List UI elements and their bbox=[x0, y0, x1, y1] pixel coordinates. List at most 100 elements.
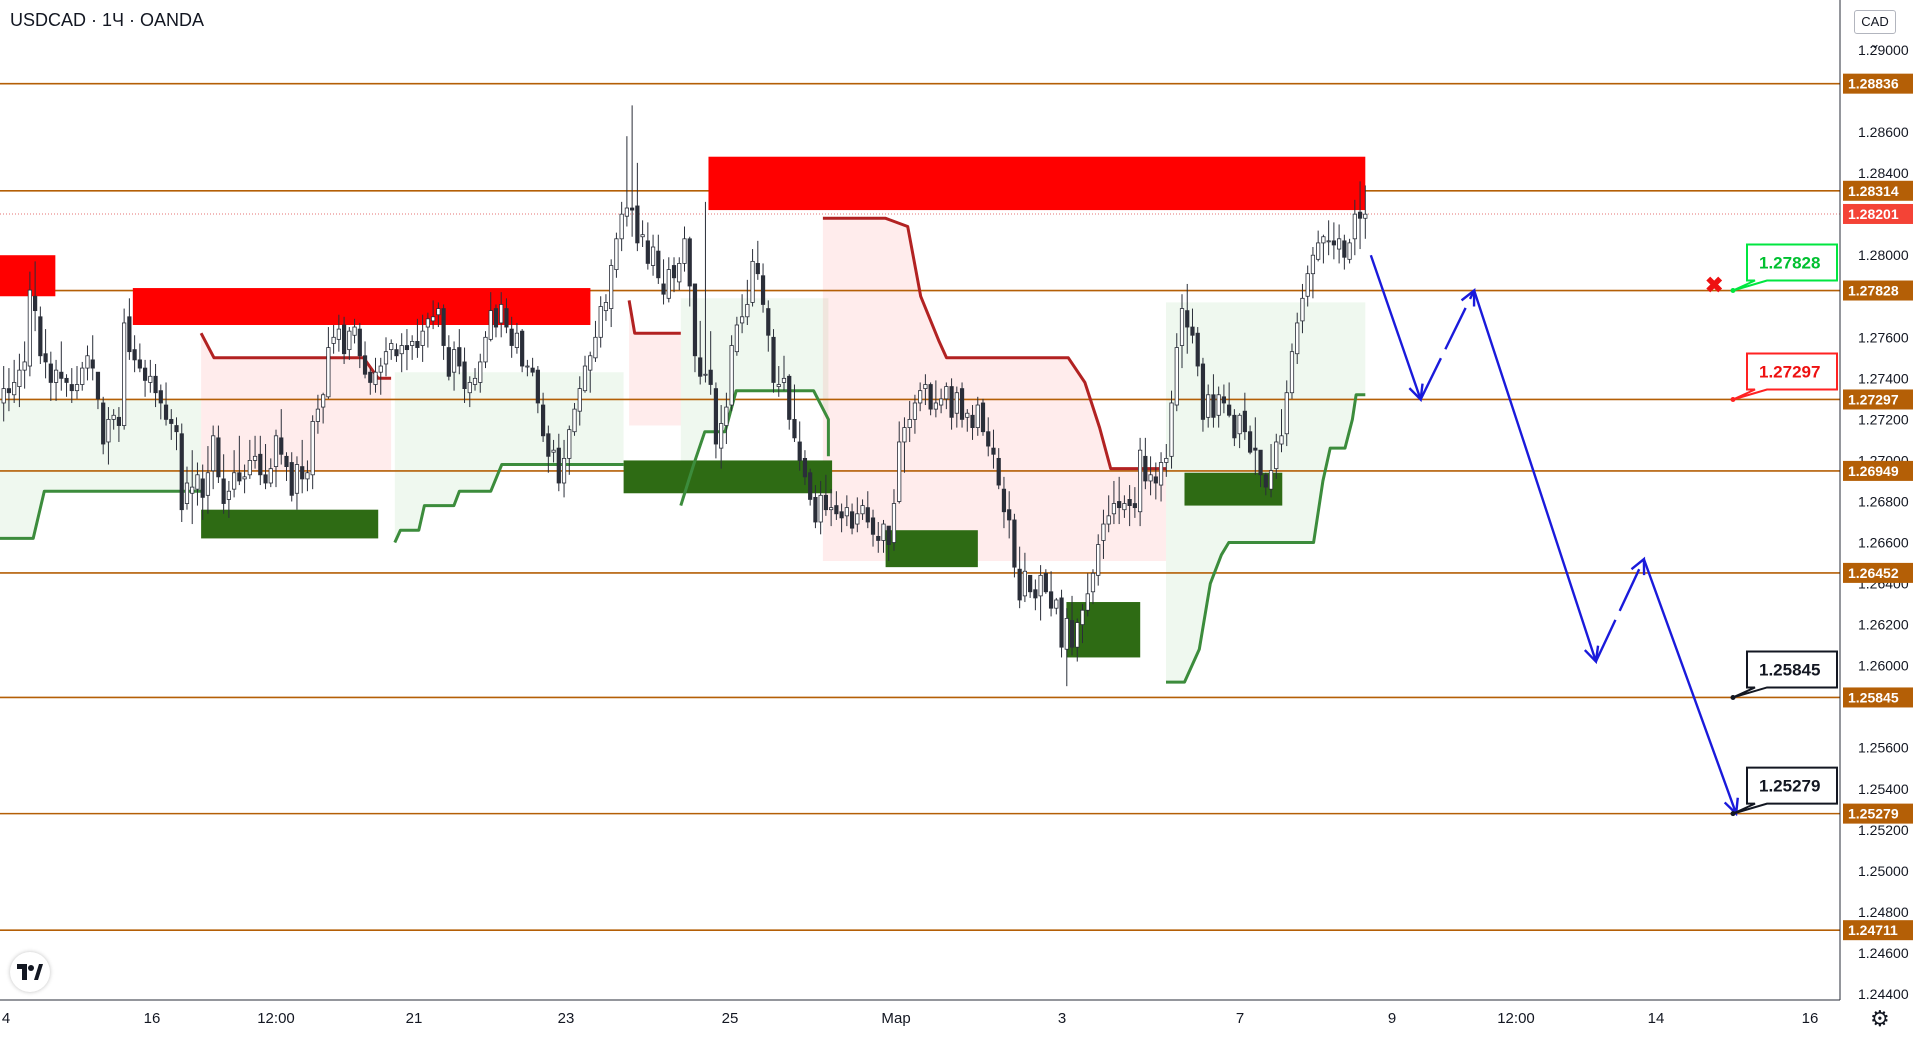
candle-body bbox=[1221, 396, 1227, 404]
candle bbox=[127, 298, 132, 360]
candle bbox=[535, 366, 540, 414]
candle-body bbox=[1038, 574, 1043, 597]
candle bbox=[331, 324, 336, 354]
level-tag-label: 1.24711 bbox=[1848, 922, 1898, 938]
candle bbox=[739, 294, 745, 334]
candle-body bbox=[232, 472, 237, 490]
candle-body bbox=[1106, 515, 1111, 525]
callout-label: 1.27828 bbox=[1759, 254, 1820, 273]
candle-body bbox=[787, 375, 792, 420]
candle-body bbox=[912, 402, 918, 420]
candle bbox=[703, 201, 708, 383]
candle bbox=[190, 450, 195, 525]
candle-body bbox=[111, 414, 116, 420]
candle-body bbox=[1007, 509, 1012, 521]
candle bbox=[855, 497, 860, 533]
candle bbox=[1122, 495, 1127, 518]
candle bbox=[635, 162, 640, 252]
candle bbox=[483, 331, 488, 369]
candle-body bbox=[881, 523, 886, 541]
candle bbox=[698, 320, 703, 385]
candle bbox=[1038, 565, 1043, 621]
candle bbox=[975, 396, 980, 436]
candle-body bbox=[64, 377, 69, 383]
candle bbox=[80, 361, 85, 391]
candle bbox=[619, 201, 624, 252]
candle-body bbox=[399, 345, 404, 355]
tradingview-logo[interactable] bbox=[10, 952, 50, 992]
candle bbox=[1085, 573, 1090, 617]
candle bbox=[745, 279, 750, 325]
candle-body bbox=[1347, 242, 1352, 260]
candle-body bbox=[279, 437, 284, 455]
time-axis[interactable]: 4 16 12:00 21 23 25 Мар 3 7 9 12:00 14 16 bbox=[0, 999, 1920, 1044]
candle bbox=[504, 298, 509, 334]
candle bbox=[305, 460, 310, 492]
candle bbox=[719, 405, 724, 469]
candle bbox=[263, 444, 268, 490]
candle-body bbox=[1274, 441, 1279, 470]
candle bbox=[300, 439, 305, 494]
candle-body bbox=[540, 404, 546, 437]
candle bbox=[939, 388, 944, 414]
candle-body bbox=[116, 416, 122, 426]
callout-anchor bbox=[1730, 396, 1736, 402]
x-tick-label: Мар bbox=[881, 1010, 910, 1027]
candle-body bbox=[1253, 447, 1258, 451]
candle-body bbox=[1211, 394, 1216, 418]
level-tag-bg bbox=[1843, 460, 1913, 481]
candle bbox=[1242, 392, 1247, 440]
candle bbox=[891, 489, 897, 551]
candle bbox=[630, 105, 635, 237]
close-icon[interactable]: ✖ bbox=[1705, 273, 1723, 298]
candle bbox=[671, 257, 677, 293]
candle bbox=[493, 304, 499, 338]
candle bbox=[1174, 333, 1179, 412]
candle bbox=[933, 380, 938, 418]
candle-body bbox=[90, 359, 95, 369]
gear-icon[interactable]: ⚙ bbox=[1870, 1006, 1890, 1031]
candle-body bbox=[713, 388, 719, 445]
level-tag-label: 1.27828 bbox=[1848, 283, 1899, 299]
currency-selector[interactable]: CAD ⌄ bbox=[1854, 10, 1896, 51]
candle-body bbox=[132, 349, 137, 361]
candle bbox=[1059, 589, 1064, 658]
x-tick-label: 21 bbox=[406, 1010, 423, 1027]
candle bbox=[514, 322, 520, 354]
candle bbox=[551, 439, 556, 463]
candle-body bbox=[310, 421, 315, 476]
candle bbox=[1106, 495, 1111, 533]
candle-body bbox=[1300, 297, 1305, 322]
candle-body bbox=[535, 369, 540, 404]
candle-body bbox=[284, 455, 289, 467]
candle bbox=[43, 329, 48, 379]
candle bbox=[771, 329, 776, 393]
candle bbox=[436, 302, 441, 328]
candle-body bbox=[849, 511, 855, 529]
candle-body bbox=[645, 240, 650, 264]
candle bbox=[315, 394, 321, 434]
candle-body bbox=[640, 234, 645, 238]
candle bbox=[389, 339, 394, 360]
candle-body bbox=[1012, 519, 1017, 568]
candle bbox=[1127, 485, 1132, 527]
candle-body bbox=[839, 511, 844, 519]
candle-body bbox=[467, 382, 472, 394]
x-tick-label: 25 bbox=[722, 1010, 739, 1027]
candle-body bbox=[331, 336, 336, 344]
downtrend-line bbox=[822, 216, 1166, 471]
candle-body bbox=[1059, 597, 1064, 648]
level-tag: 1.24711 bbox=[1843, 920, 1913, 941]
candle bbox=[912, 394, 918, 434]
price-axis[interactable]: 1.29000 1.28600 1.28400 1.28000 1.27600 1.274… bbox=[1839, 0, 1920, 1002]
candle-body bbox=[703, 373, 708, 376]
candle-body bbox=[1043, 572, 1048, 593]
projection-segment bbox=[1594, 558, 1645, 663]
candle bbox=[1048, 571, 1054, 617]
candle-body bbox=[137, 359, 142, 369]
candle-body bbox=[48, 363, 53, 383]
candle bbox=[792, 384, 797, 442]
level-tag-label: 1.25845 bbox=[1848, 689, 1899, 705]
